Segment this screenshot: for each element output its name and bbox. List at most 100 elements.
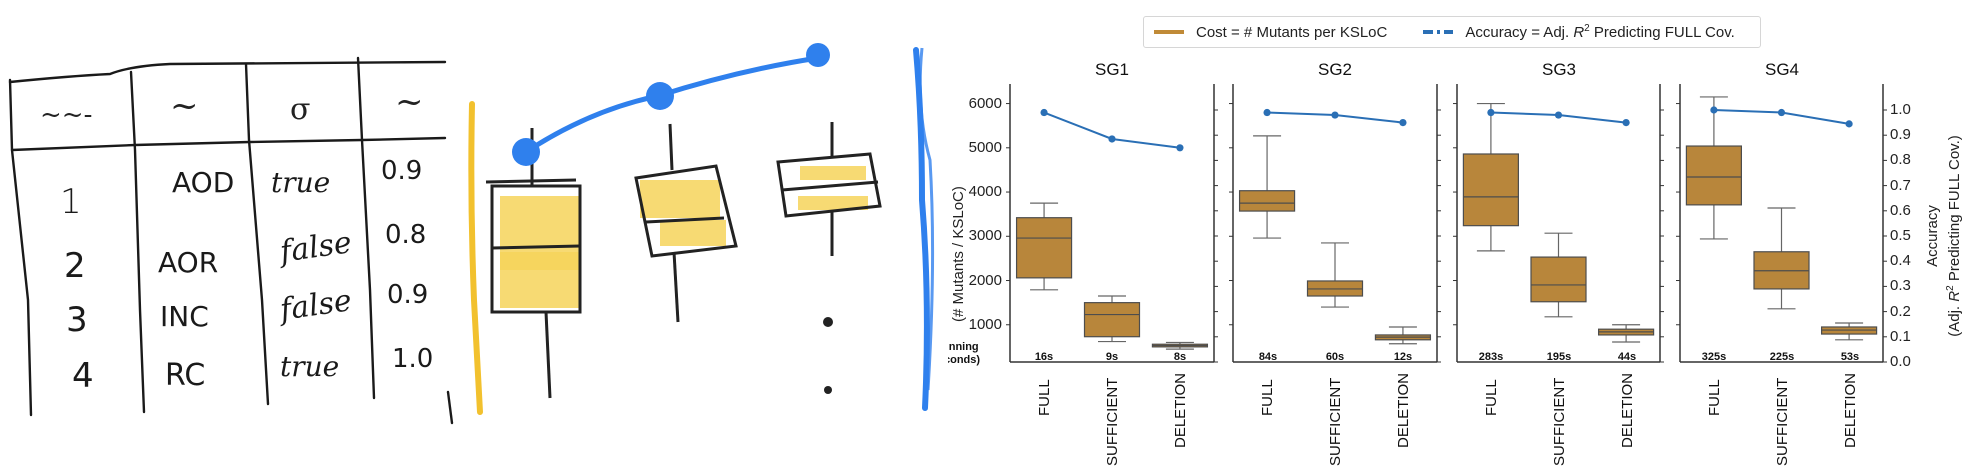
xcat-sg1-deletion: DELETION [1172, 372, 1189, 448]
sketch-row-3-op: INC [160, 300, 209, 333]
rtick-0.1: 0.1 [1890, 328, 1911, 345]
box [1685, 145, 1743, 206]
sketch-table-lines [8, 56, 454, 425]
box [1530, 256, 1587, 303]
time-sg2-sufficient: 60s [1325, 351, 1345, 363]
chart-clip-area: (# Mutants / KSLoC) unning conds) [948, 60, 1018, 380]
box [1462, 153, 1520, 227]
time-sg1-sufficient: 9s [1105, 351, 1119, 363]
sketch-row-4-op: RC [165, 358, 206, 393]
sketch-row-3-id: 3 [66, 300, 88, 340]
ytick-5000: 5000 [968, 139, 1002, 156]
accuracy-point [1845, 120, 1853, 128]
rtick-0.5: 0.5 [1890, 227, 1911, 244]
time-sg2-deletion: 12s [1393, 351, 1413, 363]
sketch-row-3-score: 0.9 [387, 280, 429, 310]
time-sg3-sufficient: 195s [1546, 351, 1572, 363]
time-sg1-deletion: 8s [1173, 351, 1187, 363]
xcat-sg1-full: FULL [1036, 379, 1053, 416]
ytick-3000: 3000 [968, 227, 1002, 244]
box [1083, 302, 1141, 338]
chart-legend: Cost = # Mutants per KSLoC Accuracy = Ad… [1143, 16, 1761, 48]
time-sg3-deletion: 44s [1617, 351, 1637, 363]
ytick-6000: 6000 [968, 95, 1002, 112]
rtick-0.8: 0.8 [1890, 151, 1911, 168]
panel-title-sg3: SG3 [1541, 60, 1577, 79]
sketch-box-sufficient [634, 123, 738, 323]
rtick-0.0: 0.0 [1890, 353, 1911, 370]
ytick-4000: 4000 [968, 183, 1002, 200]
legend-label-accuracy: Accuracy = Adj. R2 Predicting FULL Cov. [1465, 23, 1735, 41]
sketch-row-1-flag: true [271, 166, 331, 199]
panel-title-sg4: SG4 [1764, 60, 1800, 79]
legend-swatch-cost [1154, 30, 1184, 34]
header-squiggle-1: ~~- [40, 100, 93, 130]
sketch-row-4-score: 1.0 [392, 344, 434, 374]
time-sg4-full: 325s [1701, 351, 1727, 363]
running-seconds-label-line2: conds) [948, 354, 981, 366]
sketch-table: ~~- ~ σ ~ 1 AOD true 0.9 2 AOR false 0.8… [0, 0, 455, 470]
rtick-0.3: 0.3 [1890, 277, 1911, 294]
sketch-row-2-score: 0.8 [385, 220, 427, 250]
time-sg1-full: 16s [1034, 351, 1054, 363]
legend-item-cost: Cost = # Mutants per KSLoC [1144, 24, 1387, 41]
time-sg4-deletion: 53s [1840, 351, 1860, 363]
accuracy-point [1331, 111, 1339, 119]
ytick-1000: 1000 [968, 316, 1002, 333]
rtick-1.0: 1.0 [1890, 101, 1911, 118]
rtick-0.9: 0.9 [1890, 126, 1911, 143]
sketch-chart-drawing [468, 43, 935, 415]
accuracy-point [1622, 119, 1630, 127]
running-seconds-label-line1: unning [948, 341, 979, 353]
sketch-accuracy-line [512, 43, 830, 166]
xcat-sg2-sufficient: SUFFICIENT [1327, 377, 1344, 466]
legend-label-cost: Cost = # Mutants per KSLoC [1196, 23, 1388, 41]
accuracy-point [1399, 119, 1407, 127]
sketch-row-2-op: AOR [158, 246, 219, 279]
box [1015, 217, 1073, 279]
accuracy-point [1710, 106, 1718, 114]
sketch-row-4-flag: true [280, 350, 340, 383]
sketch-box-deletion [776, 122, 882, 394]
sketch-row-1-id: 1 [60, 182, 82, 222]
xcat-sg3-sufficient: SUFFICIENT [1551, 377, 1568, 466]
header-squiggle-2: ~ [170, 86, 199, 126]
time-sg3-full: 283s [1478, 351, 1504, 363]
time-sg4-sufficient: 225s [1769, 351, 1795, 363]
accuracy-point [1108, 135, 1116, 143]
sketch-chart [460, 0, 940, 470]
header-squiggle-3: σ [290, 92, 311, 127]
legend-item-accuracy: Accuracy = Adj. R2 Predicting FULL Cov. [1387, 23, 1735, 41]
rtick-0.6: 0.6 [1890, 202, 1911, 219]
sketch-left-axis [468, 101, 483, 415]
sketch-row-4-id: 4 [72, 356, 94, 396]
sketch-row-2-id: 2 [64, 246, 86, 286]
box [1238, 190, 1296, 212]
xcat-sg2-deletion: DELETION [1395, 372, 1412, 448]
sketch-row-1-op: AOD [172, 166, 235, 199]
rtick-0.2: 0.2 [1890, 303, 1911, 320]
accuracy-point [1487, 108, 1495, 117]
ytick-2000: 2000 [968, 272, 1002, 289]
xcat-sg1-sufficient: SUFFICIENT [1104, 377, 1121, 466]
rtick-0.7: 0.7 [1890, 177, 1911, 194]
xcat-sg3-full: FULL [1483, 379, 1500, 416]
accuracy-point [1176, 144, 1184, 152]
sketch-box-full [485, 128, 582, 399]
legend-swatch-accuracy [1423, 30, 1454, 34]
xcat-sg2-full: FULL [1259, 379, 1276, 416]
sketch-row-1-score: 0.9 [381, 156, 423, 186]
xcat-sg4-sufficient: SUFFICIENT [1774, 377, 1791, 466]
accuracy-point [1040, 108, 1048, 117]
header-squiggle-4: ~ [395, 82, 424, 122]
xcat-sg4-full: FULL [1706, 379, 1723, 416]
accuracy-point [1263, 108, 1271, 117]
accuracy-point [1554, 111, 1563, 119]
time-sg2-full: 84s [1258, 351, 1278, 363]
xcat-sg4-deletion: DELETION [1842, 372, 1859, 448]
panel-title-sg1: SG1 [1094, 60, 1130, 79]
rtick-0.4: 0.4 [1890, 252, 1911, 269]
panel-title-sg2: SG2 [1317, 60, 1353, 79]
accuracy-point [1777, 108, 1786, 117]
